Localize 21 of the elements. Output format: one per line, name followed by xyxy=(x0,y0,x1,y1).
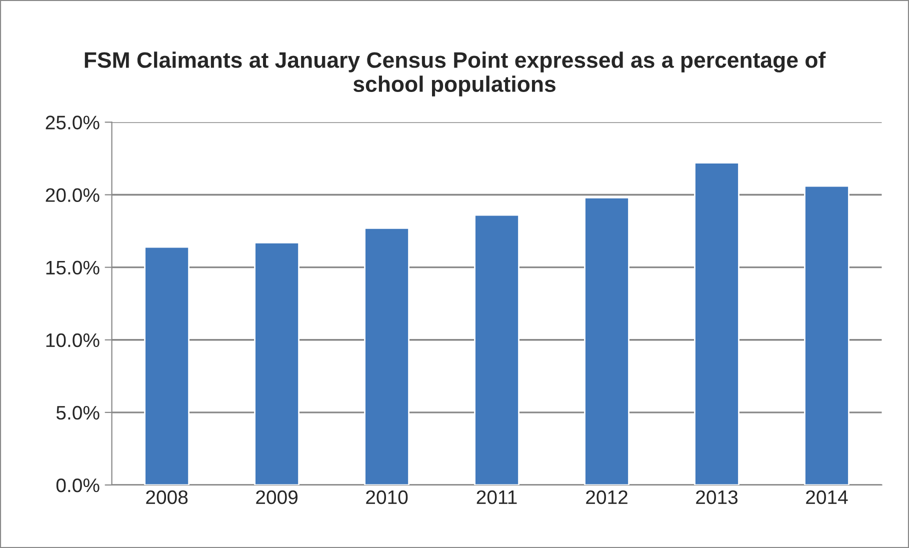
x-tick-label: 2011 xyxy=(476,490,517,504)
y-tick-label: 5.0% xyxy=(56,406,100,420)
y-tick-label: 15.0% xyxy=(46,260,100,275)
x-tick-label: 2013 xyxy=(696,490,738,504)
bar xyxy=(144,246,190,485)
chart-title: FSM Claimants at January Census Point expressed as a percentage of school populations xyxy=(84,52,826,96)
y-tick-label: 20.0% xyxy=(46,188,100,202)
x-tick-label: 2010 xyxy=(366,490,408,504)
bar xyxy=(694,162,740,485)
x-tick-label: 2008 xyxy=(146,490,188,504)
bar xyxy=(364,227,410,485)
bar xyxy=(584,196,630,485)
bar xyxy=(474,214,520,485)
bar xyxy=(804,185,850,485)
bar xyxy=(254,242,300,485)
y-tick-label: 10.0% xyxy=(46,333,100,348)
y-tick-label: 0.0% xyxy=(56,478,100,492)
x-tick-label: 2009 xyxy=(256,490,298,504)
x-tick-label: 2014 xyxy=(806,490,848,504)
y-tick-label: 25.0% xyxy=(46,116,100,130)
x-tick-label: 2012 xyxy=(586,490,628,504)
